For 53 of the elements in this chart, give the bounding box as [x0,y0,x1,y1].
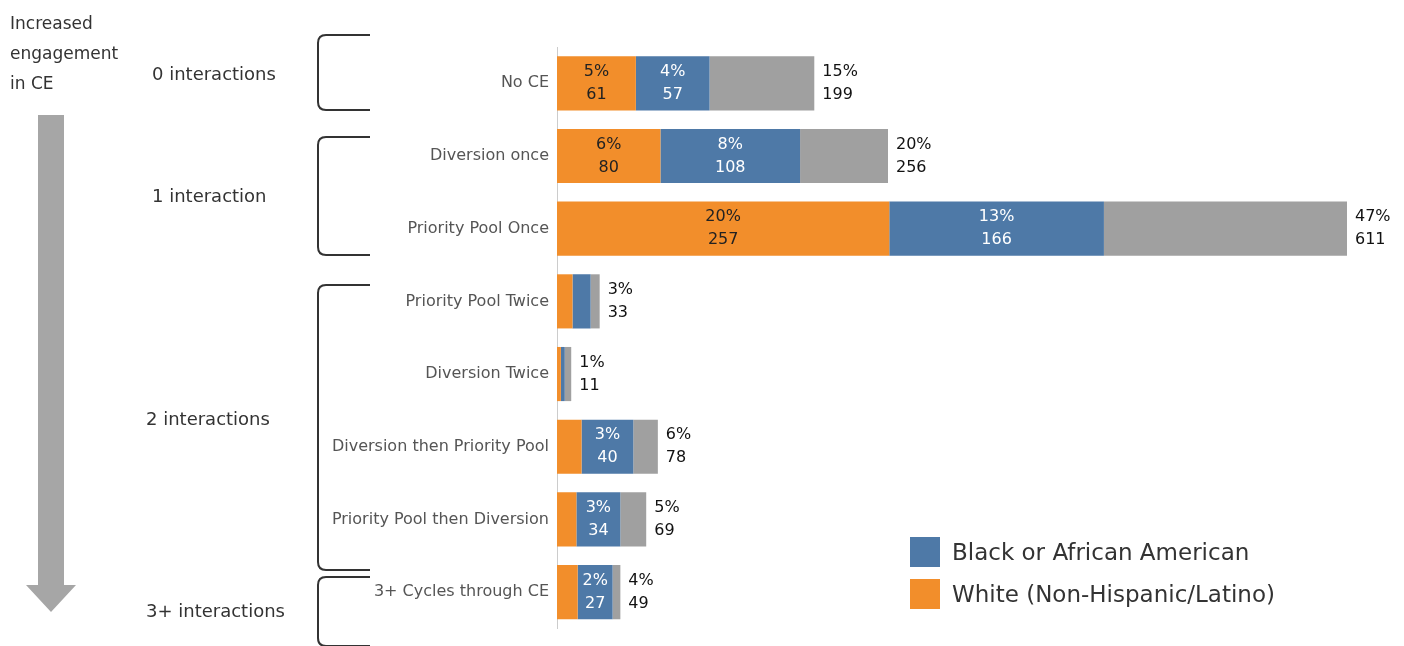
bar [800,128,888,184]
text: 1 interaction [152,185,267,206]
total-label: 5% 69 [654,497,680,540]
bar [660,128,801,184]
y-tick-label: Diversion Twice [425,363,549,383]
data-label: 3% 40 [594,424,621,467]
bar [590,274,600,329]
total-label: 1% 11 [579,351,605,394]
y-tick-label: Diversion once [429,145,549,165]
bar [620,492,647,547]
bar [709,56,815,111]
total-label: 20% 256 [896,133,932,176]
bar [560,346,565,402]
data-label: 20% 257 [705,206,741,249]
total-label: 3% 33 [607,279,634,322]
total-label: 4% 49 [628,569,654,612]
total-label: 47% 611 [1355,206,1391,249]
bar [633,419,658,474]
data-label: 5% 61 [583,60,610,103]
y-tick-label: Priority Pool Twice [405,290,549,310]
data-label: 6% 80 [596,133,622,176]
bar [557,56,636,111]
bar [557,492,577,547]
total-label: 6% 78 [665,424,692,467]
data-label: 8% 108 [714,133,746,176]
bar [564,346,572,402]
legend-label: Black or African American [952,539,1250,565]
bar [557,346,561,402]
y-tick-label: 3+ Cycles through CE [373,581,549,601]
text: 2 interactions [146,408,270,429]
total-label: 15% 199 [822,60,858,103]
bar [557,128,661,184]
bar [1103,201,1347,256]
bar [557,274,573,329]
y-tick-label: Priority Pool Once [407,217,549,237]
text: 0 interactions [152,63,276,84]
y-tick-label: No CE [500,72,549,92]
data-label: 13% 166 [978,206,1015,249]
bar [557,564,578,620]
bar [557,201,890,256]
text: 3+ interactions [146,600,285,621]
data-label: 2% 27 [582,569,608,612]
data-label: 3% 34 [585,497,612,540]
y-tick-label: Diversion then Priority Pool [331,435,549,455]
y-tick-label: Priority Pool then Diversion [331,508,549,528]
bar [572,274,591,329]
bar [612,564,621,620]
bar [889,201,1104,256]
bar [635,56,710,111]
data-label: 4% 57 [660,60,686,103]
legend-label: White (Non-Hispanic/Latino) [952,581,1275,607]
text: Increased engagement in CE [10,12,120,95]
bar [557,419,582,474]
